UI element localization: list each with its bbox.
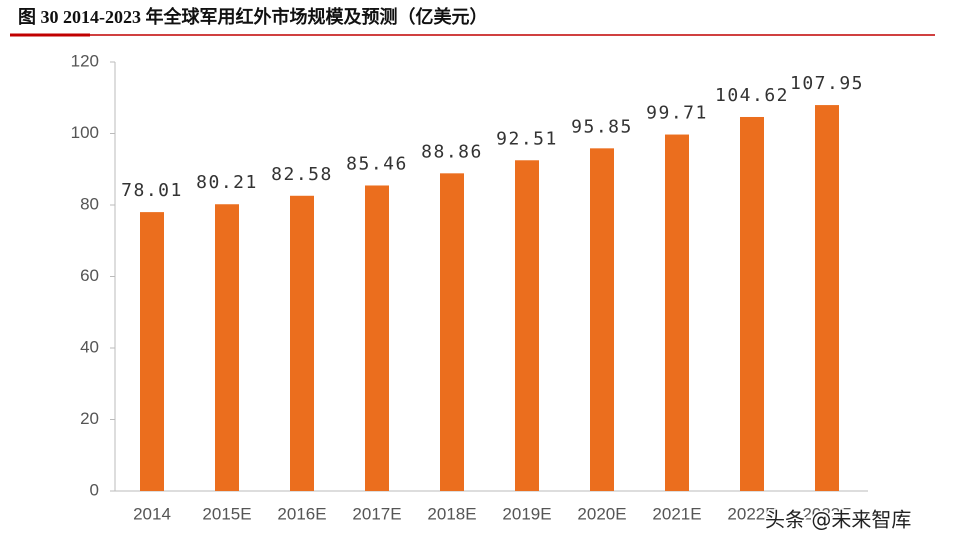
value-label: 92.51 — [496, 128, 558, 149]
watermark: 头条 @未来智库 — [765, 508, 911, 532]
value-label: 107.95 — [790, 73, 864, 94]
y-tick-label: 60 — [80, 266, 99, 285]
x-tick-label: 2019E — [502, 504, 551, 523]
x-tick-label: 2018E — [427, 504, 476, 523]
bar — [140, 212, 164, 491]
x-tick-label: 2014 — [133, 504, 171, 523]
x-tick-label: 2021E — [652, 504, 701, 523]
x-tick-label: 2016E — [277, 504, 326, 523]
bar — [290, 195, 314, 492]
value-label: 85.46 — [346, 153, 408, 174]
bar — [215, 204, 239, 491]
value-label: 95.85 — [571, 116, 633, 137]
value-label: 88.86 — [421, 141, 483, 162]
bar — [665, 134, 689, 491]
y-tick-label: 0 — [90, 480, 99, 499]
x-tick-label: 2015E — [202, 504, 251, 523]
chart-title: 图 30 2014-2023 年全球军用红外市场规模及预测（亿美元） — [18, 6, 488, 27]
y-tick-label: 80 — [80, 194, 99, 213]
bar — [440, 173, 464, 491]
x-tick-label: 2023E — [802, 504, 851, 523]
bar — [365, 185, 389, 491]
y-tick-label: 40 — [80, 337, 99, 356]
x-tick-label: 2020E — [577, 504, 626, 523]
y-tick-label: 100 — [71, 123, 99, 142]
bar — [515, 160, 539, 492]
x-tick-label: 2022E — [727, 504, 776, 523]
value-label: 80.21 — [196, 172, 258, 193]
y-tick-label: 120 — [71, 51, 99, 70]
x-tick-label: 2017E — [352, 504, 401, 523]
y-tick-label: 20 — [80, 409, 99, 428]
bar — [740, 116, 764, 492]
bar — [590, 148, 614, 491]
value-label: 99.71 — [646, 103, 708, 124]
value-label: 104.62 — [715, 85, 789, 106]
bar — [815, 105, 839, 492]
value-label: 78.01 — [121, 180, 183, 201]
value-label: 82.58 — [271, 164, 333, 185]
